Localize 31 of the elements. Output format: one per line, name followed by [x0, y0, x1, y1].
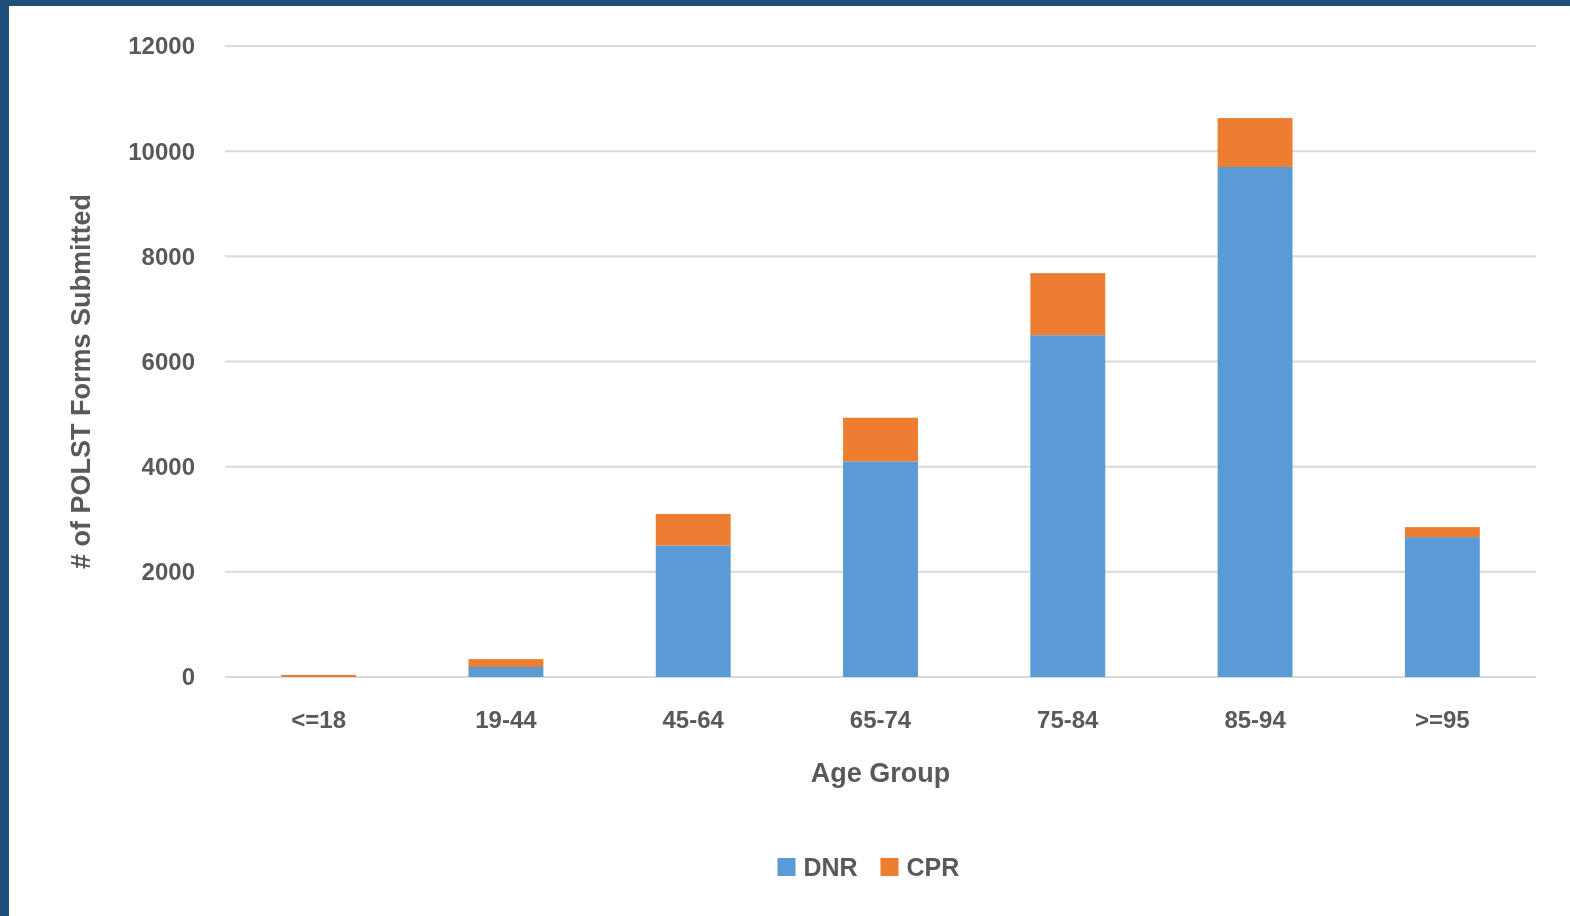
x-tick-label: >=95 — [1414, 706, 1470, 733]
bar — [468, 659, 544, 668]
bar — [1404, 537, 1480, 677]
x-tick-label: 65-74 — [849, 706, 912, 733]
x-tick-label: 75-84 — [1037, 706, 1100, 733]
legend-label: DNR — [803, 852, 858, 881]
y-tick-label: 6000 — [141, 347, 195, 375]
bar — [1404, 527, 1480, 538]
y-tick-label: 8000 — [141, 242, 195, 270]
y-tick-label: 12000 — [128, 32, 195, 60]
bar — [655, 513, 731, 546]
x-tick-label: 45-64 — [662, 706, 725, 733]
bar — [1030, 335, 1106, 677]
legend-label: CPR — [906, 852, 960, 881]
x-tick-label: 19-44 — [475, 706, 538, 733]
bar — [655, 545, 731, 677]
y-axis-title: # of POLST Forms Submitted — [66, 193, 96, 570]
bar — [1217, 166, 1293, 677]
bar — [468, 667, 544, 677]
y-tick-label: 2000 — [141, 558, 195, 586]
bar — [843, 461, 918, 677]
x-axis-title: Age Group — [810, 758, 951, 788]
bar — [843, 417, 918, 462]
y-tick-label: 0 — [181, 663, 195, 691]
x-tick-label: 85-94 — [1224, 706, 1287, 733]
bar — [1030, 273, 1106, 336]
bar — [281, 674, 357, 677]
x-tick-label: <=18 — [291, 706, 347, 733]
bar — [1217, 118, 1293, 167]
y-tick-label: 4000 — [141, 453, 195, 481]
y-tick-label: 10000 — [128, 137, 195, 165]
